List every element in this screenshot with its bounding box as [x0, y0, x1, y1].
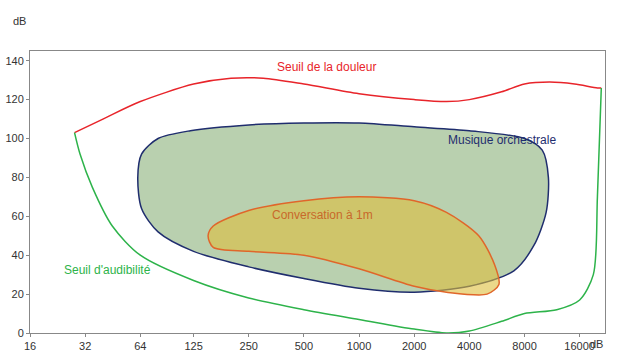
svg-text:20: 20: [12, 288, 24, 300]
svg-text:Seuil de la douleur: Seuil de la douleur: [277, 60, 376, 74]
svg-text:250: 250: [240, 340, 258, 352]
svg-text:Musique orchestrale: Musique orchestrale: [448, 133, 556, 147]
svg-text:dB: dB: [13, 15, 26, 27]
svg-text:120: 120: [5, 93, 23, 105]
svg-text:60: 60: [12, 210, 24, 222]
svg-text:500: 500: [295, 340, 313, 352]
svg-text:32: 32: [79, 340, 91, 352]
svg-text:140: 140: [5, 55, 23, 67]
svg-text:1000: 1000: [347, 340, 371, 352]
svg-text:2000: 2000: [402, 340, 426, 352]
svg-text:4000: 4000: [457, 340, 481, 352]
svg-text:125: 125: [184, 340, 202, 352]
svg-text:100: 100: [5, 132, 23, 144]
svg-text:0: 0: [18, 327, 24, 339]
svg-text:Conversation à 1m: Conversation à 1m: [272, 208, 373, 222]
svg-text:40: 40: [12, 249, 24, 261]
svg-text:64: 64: [134, 340, 146, 352]
svg-text:Seuil d'audibilité: Seuil d'audibilité: [64, 263, 151, 277]
svg-text:16: 16: [24, 340, 36, 352]
svg-text:8000: 8000: [512, 340, 536, 352]
svg-text:80: 80: [12, 171, 24, 183]
svg-text:dB: dB: [590, 338, 603, 350]
svg-text:16000: 16000: [564, 340, 595, 352]
